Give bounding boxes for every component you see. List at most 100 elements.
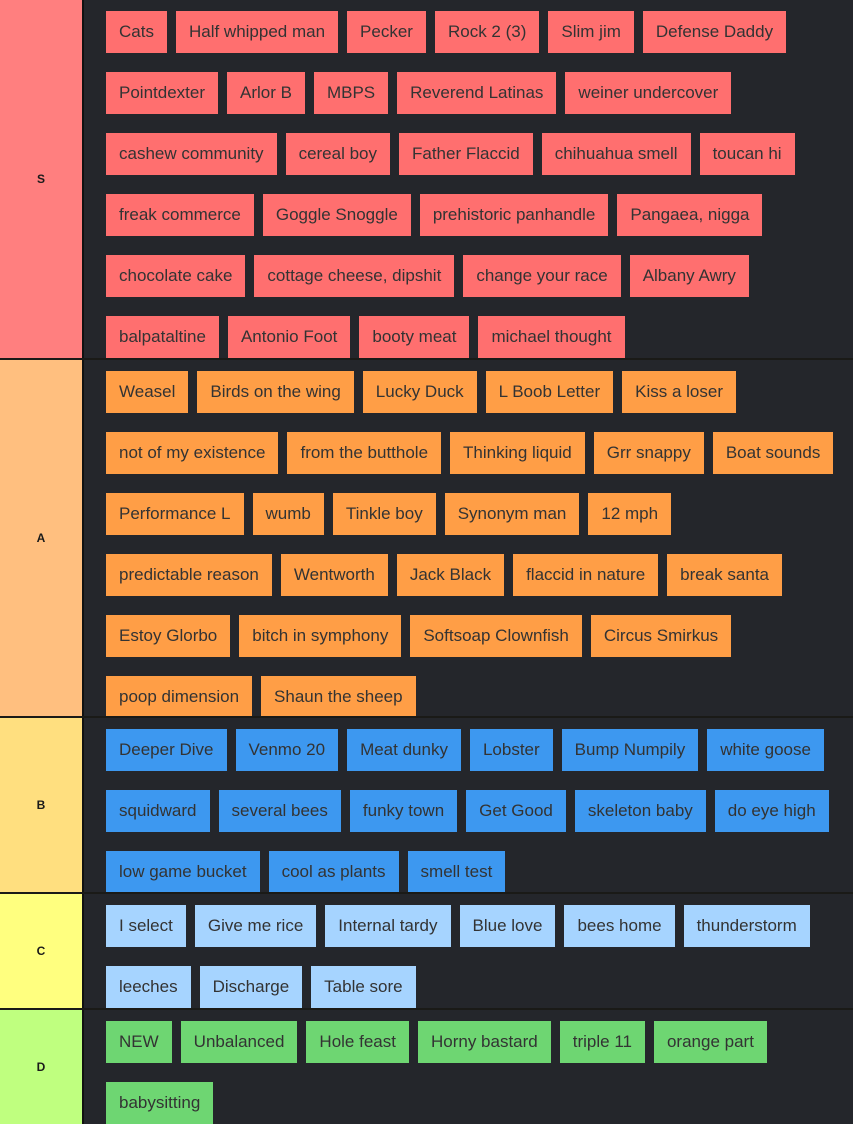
tier-item[interactable]: Defense Daddy: [642, 11, 787, 53]
tier-items-c[interactable]: I select Give me rice Internal tardy Blue l…: [84, 894, 853, 1008]
tier-item[interactable]: bees home: [564, 905, 675, 947]
tier-item[interactable]: Meat dunky: [347, 729, 461, 771]
tier-item[interactable]: Cats: [106, 11, 167, 53]
tier-item[interactable]: skeleton baby: [574, 790, 706, 832]
tier-item[interactable]: do eye high: [714, 790, 829, 832]
tier-item[interactable]: Give me rice: [194, 905, 317, 947]
tier-item[interactable]: Jack Black: [396, 554, 505, 596]
tier-item[interactable]: funky town: [349, 790, 458, 832]
tier-item[interactable]: Horny bastard: [417, 1021, 551, 1063]
tier-item[interactable]: Estoy Glorbo: [106, 615, 231, 657]
tier-item[interactable]: Tinkle boy: [332, 493, 436, 535]
tier-item[interactable]: Grr snappy: [593, 432, 704, 474]
tier-item[interactable]: Wentworth: [280, 554, 388, 596]
tier-item[interactable]: freak commerce: [106, 194, 254, 236]
tier-item[interactable]: Goggle Snoggle: [262, 194, 411, 236]
tier-item[interactable]: Performance L: [106, 493, 244, 535]
tier-item[interactable]: NEW: [106, 1021, 172, 1063]
tier-item[interactable]: Kiss a loser: [622, 371, 736, 413]
tier-item[interactable]: Table sore: [311, 966, 416, 1008]
tier-item[interactable]: Bump Numpily: [561, 729, 699, 771]
tier-item[interactable]: Boat sounds: [712, 432, 834, 474]
tier-item[interactable]: prehistoric panhandle: [419, 194, 609, 236]
tier-item[interactable]: babysitting: [106, 1082, 214, 1124]
tier-item[interactable]: toucan hi: [699, 133, 795, 175]
tier-item[interactable]: Softsoap Clownfish: [410, 615, 582, 657]
tier-item[interactable]: not of my existence: [106, 432, 279, 474]
tier-item[interactable]: cereal boy: [285, 133, 390, 175]
tier-item[interactable]: low game bucket: [106, 851, 260, 892]
tier-items-d[interactable]: NEW Unbalanced Hole feast Horny bastard trip…: [84, 1010, 853, 1124]
tier-item[interactable]: poop dimension: [106, 676, 253, 716]
tier-item[interactable]: Deeper Dive: [106, 729, 227, 771]
tier-item[interactable]: I select: [106, 905, 186, 947]
tier-item[interactable]: Venmo 20: [235, 729, 339, 771]
tier-item[interactable]: smell test: [407, 851, 506, 892]
tier-item[interactable]: Shaun the sheep: [261, 676, 416, 716]
tier-item[interactable]: Unbalanced: [180, 1021, 298, 1063]
tier-item[interactable]: Reverend Latinas: [397, 72, 557, 114]
tier-item[interactable]: break santa: [667, 554, 782, 596]
tier-item[interactable]: change your race: [463, 255, 621, 297]
tier-item[interactable]: michael thought: [478, 316, 625, 358]
tier-item[interactable]: chocolate cake: [106, 255, 246, 297]
tier-item[interactable]: cashew community: [106, 133, 277, 175]
tier-item[interactable]: Albany Awry: [629, 255, 749, 297]
tier-label-a[interactable]: A: [0, 360, 84, 716]
tier-item[interactable]: from the butthole: [287, 432, 442, 474]
tier-row-a: A Weasel Birds on the wing Lucky Duck L Boob…: [0, 360, 853, 716]
tier-item[interactable]: Discharge: [199, 966, 303, 1008]
tier-item[interactable]: 12 mph: [588, 493, 672, 535]
tier-label-b[interactable]: B: [0, 718, 84, 892]
tier-item[interactable]: Hole feast: [306, 1021, 409, 1063]
tier-item[interactable]: Weasel: [106, 371, 189, 413]
tier-item[interactable]: thunderstorm: [683, 905, 810, 947]
tier-item[interactable]: Lobster: [469, 729, 553, 771]
tier-item[interactable]: white goose: [707, 729, 824, 771]
tier-item[interactable]: squidward: [106, 790, 210, 832]
tier-items-s[interactable]: Cats Half whipped man Pecker Rock 2 (3) Slim…: [84, 0, 853, 358]
tier-item[interactable]: cottage cheese, dipshit: [254, 255, 455, 297]
tier-item[interactable]: booty meat: [359, 316, 470, 358]
tier-item[interactable]: Arlor B: [227, 72, 305, 114]
tier-item[interactable]: L Boob Letter: [485, 371, 614, 413]
tier-items-a[interactable]: Weasel Birds on the wing Lucky Duck L Boob …: [84, 360, 853, 716]
tier-item[interactable]: wumb: [252, 493, 324, 535]
tier-item[interactable]: bitch in symphony: [239, 615, 402, 657]
tier-item[interactable]: Internal tardy: [325, 905, 451, 947]
tier-item[interactable]: Thinking liquid: [450, 432, 585, 474]
tier-item[interactable]: Pangaea, nigga: [617, 194, 763, 236]
tier-item[interactable]: Slim jim: [548, 11, 634, 53]
tier-row-s: S Cats Half whipped man Pecker Rock 2 (3) Sli…: [0, 0, 853, 358]
tier-item[interactable]: Blue love: [459, 905, 556, 947]
tier-label-d[interactable]: D: [0, 1010, 84, 1124]
tier-item[interactable]: Pecker: [347, 11, 426, 53]
tier-item[interactable]: Pointdexter: [106, 72, 218, 114]
tier-row-b: B Deeper Dive Venmo 20 Meat dunky Lobster Bum…: [0, 718, 853, 892]
tier-items-b[interactable]: Deeper Dive Venmo 20 Meat dunky Lobster Bump…: [84, 718, 853, 892]
tier-item[interactable]: Get Good: [466, 790, 566, 832]
tier-item[interactable]: Half whipped man: [175, 11, 339, 53]
tier-item[interactable]: Rock 2 (3): [434, 11, 540, 53]
tier-item[interactable]: Lucky Duck: [362, 371, 477, 413]
tier-item[interactable]: Synonym man: [444, 493, 580, 535]
tier-item[interactable]: Antonio Foot: [227, 316, 351, 358]
tier-item[interactable]: weiner undercover: [565, 72, 732, 114]
tier-item[interactable]: predictable reason: [106, 554, 272, 596]
tier-item[interactable]: Birds on the wing: [197, 371, 354, 413]
tier-item[interactable]: Circus Smirkus: [590, 615, 732, 657]
tier-item[interactable]: several bees: [218, 790, 341, 832]
tier-item[interactable]: orange part: [653, 1021, 767, 1063]
tier-label-s[interactable]: S: [0, 0, 84, 358]
tier-item[interactable]: triple 11: [559, 1021, 645, 1063]
tier-item[interactable]: balpataltine: [106, 316, 219, 358]
tier-item[interactable]: MBPS: [313, 72, 389, 114]
tier-item[interactable]: flaccid in nature: [513, 554, 659, 596]
tier-item[interactable]: Father Flaccid: [399, 133, 533, 175]
tier-item[interactable]: leeches: [106, 966, 191, 1008]
tier-item[interactable]: chihuahua smell: [541, 133, 691, 175]
tier-label-c[interactable]: C: [0, 894, 84, 1008]
tier-item[interactable]: cool as plants: [268, 851, 399, 892]
